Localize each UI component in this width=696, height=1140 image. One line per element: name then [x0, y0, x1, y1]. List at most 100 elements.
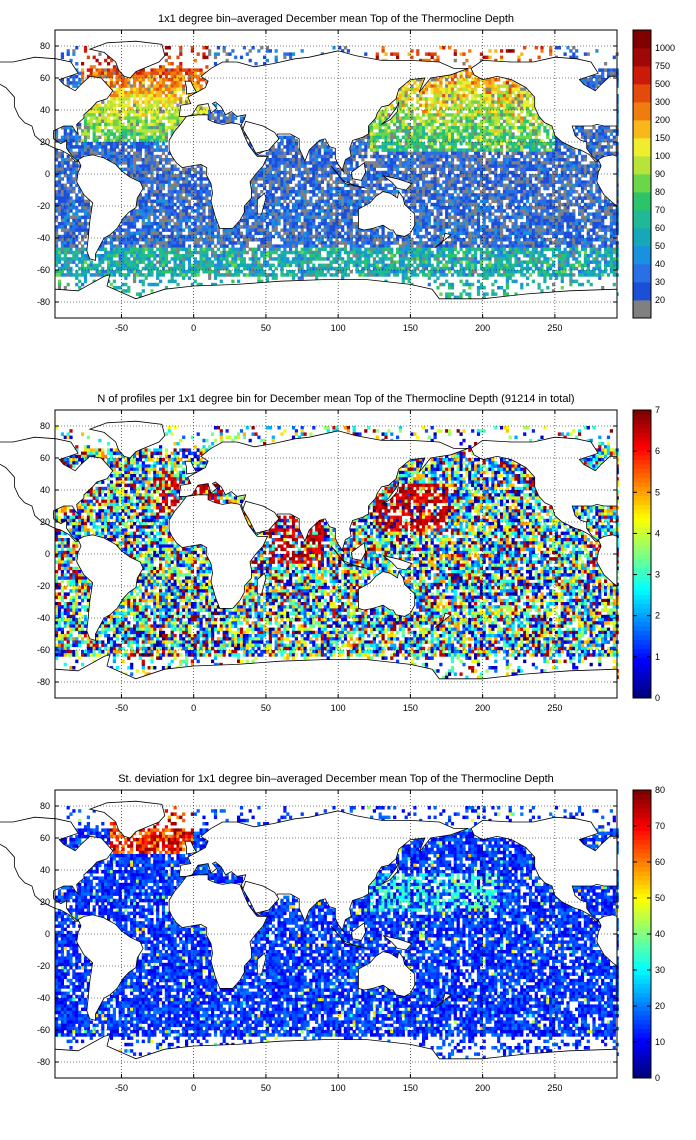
data-cell: [95, 116, 99, 120]
data-cell: [514, 193, 518, 197]
data-cell: [130, 84, 134, 88]
data-cell: [534, 46, 538, 50]
data-cell: [164, 78, 168, 82]
data-cell: [283, 222, 287, 226]
data-cell: [135, 110, 140, 114]
data-cell: [537, 164, 541, 168]
data-cell: [355, 164, 359, 168]
data-cell: [450, 193, 455, 197]
data-cell: [92, 71, 96, 76]
data-cell: [494, 116, 498, 120]
data-cell: [456, 90, 460, 95]
data-cell: [309, 199, 313, 204]
data-cell: [147, 151, 151, 156]
data-cell: [598, 74, 602, 79]
data-cell: [520, 100, 524, 104]
data-cell: [271, 215, 275, 220]
data-cell: [187, 78, 192, 82]
data-cell: [433, 103, 437, 108]
data-cell: [138, 174, 142, 178]
data-cell: [520, 126, 524, 130]
data-cell: [112, 151, 116, 156]
data-cell: [476, 209, 481, 213]
data-cell: [78, 151, 82, 156]
data-cell: [239, 119, 244, 124]
data-cell: [497, 97, 501, 101]
data-cell: [384, 177, 388, 181]
data-cell: [341, 180, 345, 184]
data-cell: [580, 129, 585, 133]
data-cell: [436, 138, 440, 143]
data-cell: [413, 90, 417, 95]
data-cell: [291, 222, 296, 226]
data-cell: [387, 148, 391, 152]
data-cell: [283, 180, 287, 184]
data-cell: [578, 164, 582, 168]
data-cell: [326, 186, 330, 191]
data-cell: [124, 154, 128, 159]
data-cell: [112, 148, 116, 152]
data-cell: [589, 180, 593, 184]
data-cell: [219, 119, 223, 124]
data-cell: [81, 151, 85, 156]
data-cell: [540, 161, 544, 165]
data-cell: [575, 164, 579, 168]
data-cell: [468, 215, 472, 220]
data-cell: [121, 158, 125, 162]
data-cell: [205, 199, 209, 204]
data-cell: [343, 206, 348, 210]
data-cell: [147, 222, 151, 226]
data-cell: [465, 202, 469, 207]
data-cell: [75, 81, 79, 85]
data-cell: [75, 142, 79, 146]
data-cell: [147, 177, 151, 181]
data-cell: [286, 158, 290, 162]
data-cell: [606, 206, 611, 210]
data-cell: [474, 161, 478, 165]
data-cell: [372, 148, 376, 152]
data-cell: [176, 97, 180, 101]
data-cell: [205, 55, 209, 60]
data-cell: [248, 199, 252, 204]
data-cell: [349, 215, 353, 220]
data-cell: [141, 158, 145, 162]
data-cell: [384, 110, 388, 114]
data-cell: [398, 119, 402, 124]
data-cell: [517, 129, 521, 133]
data-cell: [471, 103, 475, 108]
data-cell: [422, 174, 426, 178]
data-cell: [144, 103, 148, 108]
data-cell: [494, 113, 498, 117]
data-cell: [433, 202, 437, 207]
data-cell: [416, 78, 420, 82]
data-cell: [315, 154, 319, 159]
data-cell: [537, 151, 541, 156]
data-cell: [107, 116, 111, 120]
data-cell: [448, 145, 452, 149]
data-cell: [416, 100, 420, 104]
data-cell: [448, 206, 452, 210]
data-cell: [164, 52, 168, 56]
data-cell: [531, 206, 535, 210]
data-cell: [528, 206, 533, 210]
data-cell: [419, 119, 423, 124]
data-cell: [491, 97, 495, 101]
data-cell: [398, 151, 402, 156]
data-cell: [153, 199, 157, 204]
data-cell: [569, 218, 573, 223]
data-cell: [144, 126, 148, 130]
data-cell: [520, 90, 524, 95]
data-cell: [505, 103, 509, 108]
data-cell: [75, 164, 79, 168]
data-cell: [500, 58, 504, 63]
data-cell: [595, 129, 599, 133]
data-cell: [517, 55, 521, 60]
data-cell: [367, 183, 371, 188]
data-cell: [468, 190, 472, 194]
data-cell: [401, 87, 405, 92]
data-cell: [83, 145, 88, 149]
data-cell: [563, 212, 567, 216]
data-cell: [375, 122, 379, 127]
data-cell: [196, 183, 200, 188]
data-cell: [471, 212, 475, 216]
